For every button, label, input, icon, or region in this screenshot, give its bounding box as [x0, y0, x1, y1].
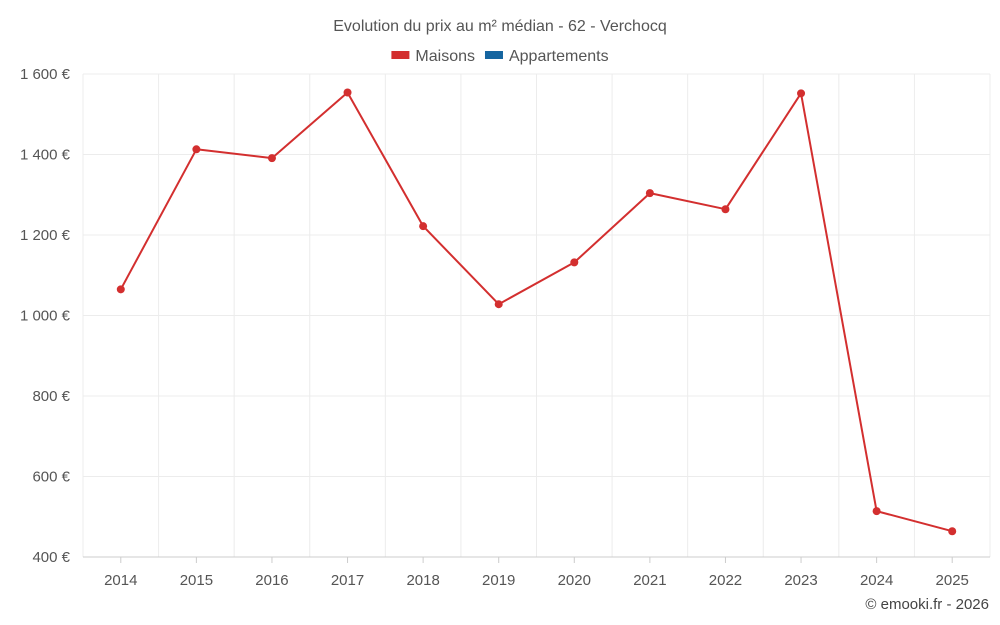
legend-label-maisons: Maisons — [415, 48, 475, 65]
x-tick-label: 2021 — [633, 572, 666, 589]
x-tick-label: 2024 — [860, 572, 893, 589]
axes: 400 € 600 € 800 € 1 000 € 1 200 € 1 400 € 1 60… — [20, 66, 990, 589]
x-tick-label: 2018 — [406, 572, 439, 589]
chart-title: Evolution du prix au m² médian - 62 - Ve… — [333, 18, 667, 35]
data-point[interactable] — [570, 258, 579, 267]
legend-label-appartements: Appartements — [509, 48, 609, 65]
data-point[interactable] — [797, 89, 806, 98]
y-tick-label: 1 200 € — [20, 227, 71, 244]
x-tick-label: 2015 — [180, 572, 213, 589]
x-tick-label: 2023 — [784, 572, 817, 589]
x-tick-label: 2022 — [709, 572, 742, 589]
data-point[interactable] — [419, 222, 428, 231]
y-tick-label: 1 400 € — [20, 147, 71, 164]
data-point[interactable] — [948, 527, 957, 536]
x-tick-label: 2019 — [482, 572, 515, 589]
data-point[interactable] — [872, 507, 881, 516]
data-point[interactable] — [116, 285, 125, 294]
y-tick-label: 800 € — [32, 388, 70, 405]
y-tick-label: 1 600 € — [20, 66, 71, 83]
series — [116, 88, 957, 536]
x-tick-label: 2025 — [936, 572, 969, 589]
credit-text: © emooki.fr - 2026 — [865, 596, 989, 613]
series-line-maisons — [119, 91, 953, 533]
y-tick-label: 600 € — [32, 469, 70, 486]
x-tick-label: 2020 — [558, 572, 591, 589]
data-point[interactable] — [343, 88, 352, 97]
y-tick-label: 400 € — [32, 549, 70, 566]
legend: Maisons Appartements — [391, 48, 609, 65]
data-point[interactable] — [721, 205, 730, 214]
legend-swatch-maisons[interactable] — [391, 51, 410, 59]
data-point[interactable] — [494, 300, 503, 309]
data-point[interactable] — [192, 145, 201, 154]
data-point[interactable] — [267, 154, 276, 163]
grid — [82, 73, 991, 557]
data-point[interactable] — [645, 189, 654, 198]
x-tick-label: 2016 — [255, 572, 288, 589]
y-tick-label: 1 000 € — [20, 308, 71, 325]
legend-swatch-appartements[interactable] — [484, 51, 503, 59]
x-tick-label: 2014 — [104, 572, 137, 589]
x-tick-label: 2017 — [331, 572, 364, 589]
